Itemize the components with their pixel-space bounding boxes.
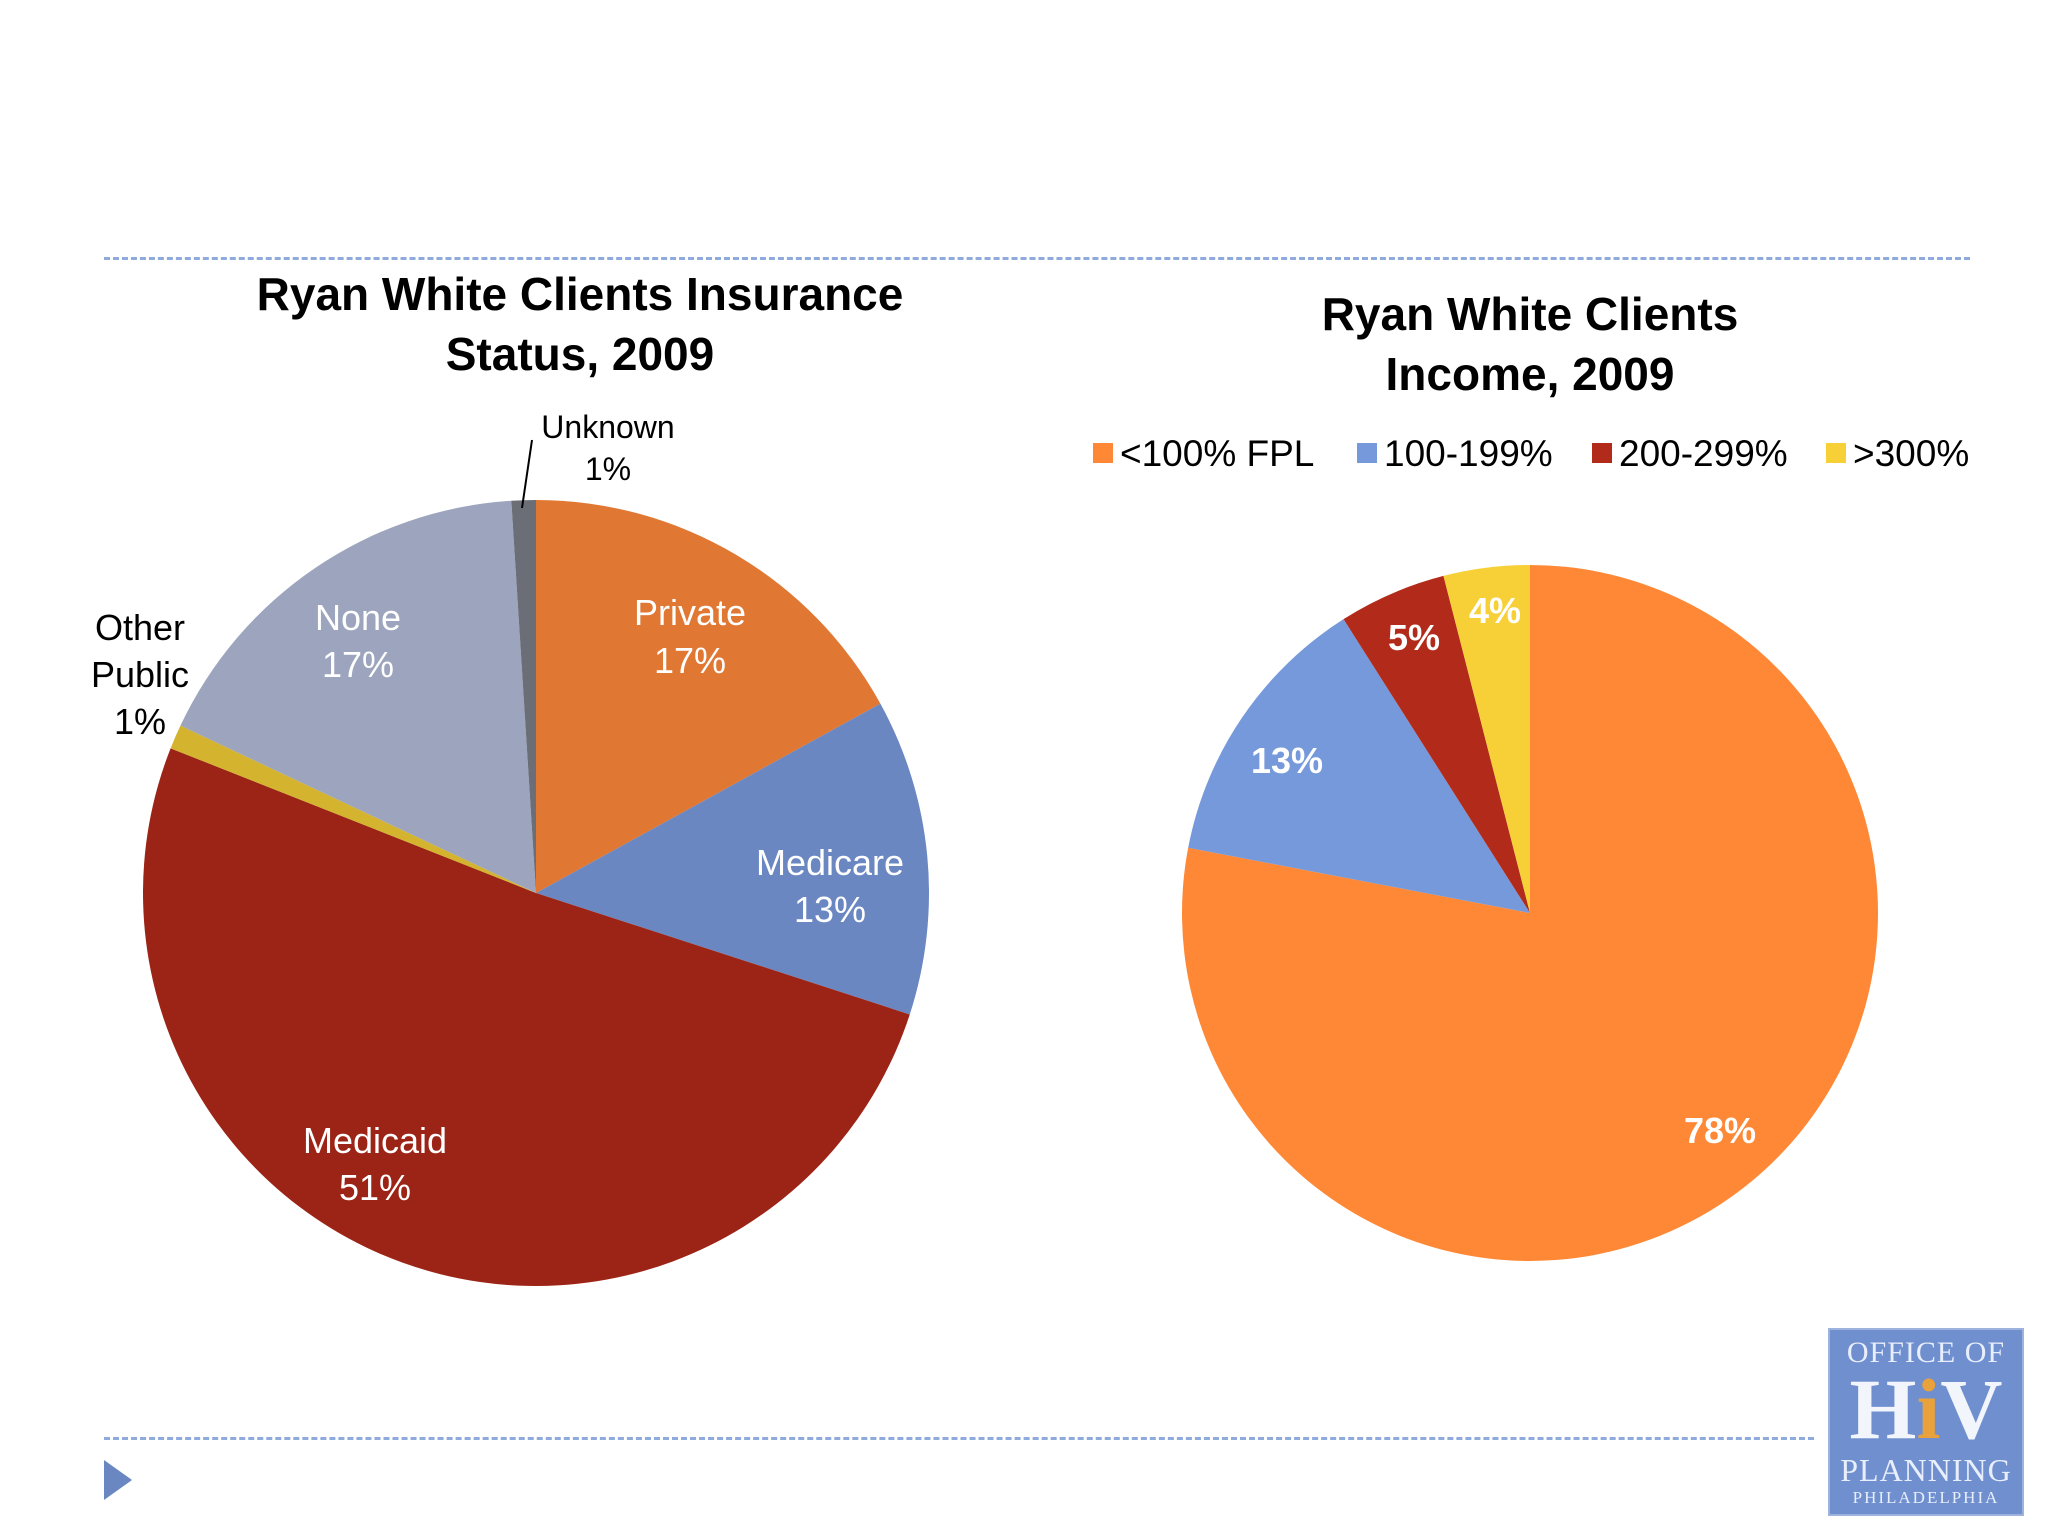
legend-label-200-299: 200-299% [1619, 433, 1788, 474]
none-value-label: 17% [322, 644, 394, 685]
income-title-line-2: Income, 2009 [1386, 348, 1675, 400]
logo-line-3: PLANNING [1840, 1452, 2012, 1488]
income-slice-300 [1443, 565, 1530, 913]
office-of-hiv-planning-logo: OFFICE OF HiV PLANNING PHILADELPHIA [1828, 1328, 2024, 1516]
insurance-slice-unknown [511, 500, 536, 893]
logo-v: V [1940, 1361, 2003, 1457]
medicare-value-label: 13% [794, 889, 866, 930]
legend-swatch-100-199 [1357, 443, 1377, 463]
other-public-name-label-line-1: Other [95, 607, 185, 648]
logo-line-4: PHILADELPHIA [1852, 1488, 2000, 1507]
legend-label-lt100: <100% FPL [1120, 433, 1314, 474]
200-299-value-label: 5% [1388, 617, 1440, 658]
insurance-slice-medicare [536, 703, 930, 1015]
unknown-name-label: Unknown [541, 409, 674, 445]
legend-swatch-200-299 [1592, 443, 1612, 463]
100-199-value-label: 13% [1251, 740, 1323, 781]
insurance-title-line-2: Status, 2009 [446, 328, 714, 380]
unknown-leader-line [521, 439, 533, 509]
unknown-value-label: 1% [585, 451, 631, 487]
gt300-value-label: 4% [1469, 590, 1521, 631]
logo-hiv: HiV [1830, 1366, 2022, 1452]
insurance-pie [143, 500, 930, 1286]
lt100-value-label: 78% [1684, 1110, 1756, 1151]
private-name-label: Private [634, 592, 746, 633]
income-legend: <100% FPL 100-199% 200-299% >300% [1093, 433, 1969, 474]
legend-label-gt300: >300% [1853, 433, 1969, 474]
medicaid-value-label: 51% [339, 1167, 411, 1208]
legend-swatch-gt300 [1826, 443, 1846, 463]
none-name-label: None [315, 597, 401, 638]
income-slice-200-299 [1343, 575, 1530, 913]
private-value-label: 17% [654, 640, 726, 681]
logo-h: H [1849, 1361, 1917, 1457]
medicaid-name-label: Medicaid [303, 1120, 447, 1161]
logo-i: i [1916, 1361, 1941, 1457]
logo-line-1: OFFICE OF [1846, 1336, 2006, 1369]
other-public-name-label-line-2: Public [91, 654, 189, 695]
other-public-value-label: 1% [114, 701, 166, 742]
income-title-line-1: Ryan White Clients [1322, 288, 1739, 340]
insurance-slice-other-public [170, 725, 536, 893]
bottom-divider [104, 1437, 1814, 1440]
insurance-chart: Ryan White Clients Insurance Status, 200… [91, 268, 930, 1286]
insurance-slice-private [536, 500, 881, 893]
top-divider [104, 257, 1970, 260]
legend-swatch-lt100 [1093, 443, 1113, 463]
income-chart: Ryan White Clients Income, 2009 <100% FP… [1093, 288, 1969, 1261]
income-slice-100-199 [1188, 619, 1530, 913]
medicare-name-label: Medicare [756, 842, 904, 883]
income-pie [1182, 565, 1878, 1261]
legend-label-100-199: 100-199% [1384, 433, 1553, 474]
insurance-title-line-1: Ryan White Clients Insurance [257, 268, 904, 320]
bullet-arrow-icon [104, 1460, 132, 1500]
insurance-slice-none [180, 500, 537, 893]
insurance-slice-medicaid [143, 748, 910, 1286]
